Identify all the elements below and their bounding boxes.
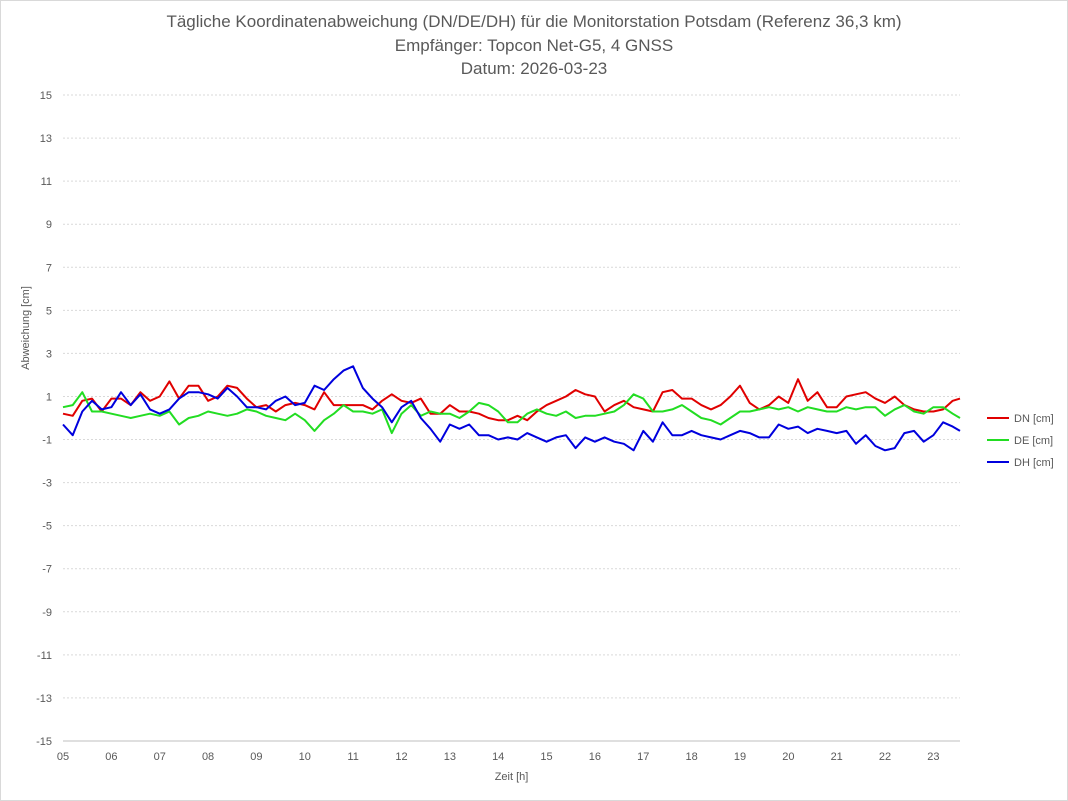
series-lines — [62, 365, 961, 452]
series-line-dh — [62, 365, 961, 452]
x-tick-label: 21 — [831, 751, 843, 763]
x-tick-label: 18 — [686, 751, 698, 763]
y-tick-label: -11 — [37, 650, 52, 662]
y-tick-label: -1 — [42, 435, 52, 447]
legend-label: DH [cm] — [1014, 457, 1054, 469]
y-tick-label: 15 — [40, 90, 52, 102]
x-axis-ticks: 05 06 07 08 09 10 11 12 13 14 15 16 17 18 19 20 21 22 23 — [57, 740, 960, 763]
legend-label: DN [cm] — [1014, 413, 1054, 425]
x-tick-label: 16 — [589, 751, 601, 763]
y-tick-label: -5 — [42, 521, 52, 533]
y-tick-label: 7 — [46, 262, 52, 274]
chart-title-line-1: Tägliche Koordinatenabweichung (DN/DE/DH… — [166, 12, 902, 31]
y-tick-label: -15 — [36, 736, 52, 748]
chart-title-line-2: Empfänger: Topcon Net-G5, 4 GNSS — [394, 36, 674, 55]
x-tick-label: 05 — [57, 751, 69, 763]
y-tick-label: 9 — [46, 219, 52, 231]
x-tick-label: 08 — [202, 751, 214, 763]
gridlines — [63, 94, 960, 742]
legend: DN [cm] DE [cm] DH [cm] — [987, 413, 1054, 469]
y-tick-label: -9 — [42, 607, 52, 619]
x-tick-label: 06 — [105, 751, 117, 763]
series-line-dn — [62, 378, 961, 422]
x-tick-label: 23 — [927, 751, 939, 763]
y-tick-label: 11 — [41, 176, 52, 188]
y-axis-ticks: 15 13 11 9 7 5 3 1 -1 -3 -5 -7 -9 -11 -13 -15 — [36, 90, 52, 748]
x-tick-label: 12 — [395, 751, 407, 763]
x-tick-label: 10 — [299, 751, 311, 763]
x-tick-label: 13 — [444, 751, 456, 763]
y-tick-label: 3 — [46, 348, 52, 360]
x-tick-label: 19 — [734, 751, 746, 763]
y-tick-label: 5 — [46, 305, 52, 317]
legend-label: DE [cm] — [1014, 435, 1053, 447]
x-tick-label: 17 — [637, 751, 649, 763]
chart-title-line-3: Datum: 2026-03-23 — [460, 59, 608, 78]
y-tick-label: -13 — [36, 693, 52, 705]
x-axis-title: Zeit [h] — [495, 771, 529, 783]
x-tick-label: 09 — [250, 751, 262, 763]
y-tick-label: 13 — [40, 133, 52, 145]
y-axis-title: Abweichung [cm] — [20, 286, 32, 370]
x-tick-label: 11 — [347, 751, 358, 763]
x-tick-label: 20 — [782, 751, 794, 763]
y-tick-label: -3 — [42, 478, 52, 490]
x-tick-label: 14 — [492, 751, 504, 763]
series-line-de — [62, 391, 961, 435]
y-tick-label: 1 — [46, 391, 52, 403]
y-tick-label: -7 — [42, 564, 52, 576]
x-tick-label: 07 — [154, 751, 166, 763]
x-tick-label: 15 — [540, 751, 552, 763]
x-tick-label: 22 — [879, 751, 891, 763]
